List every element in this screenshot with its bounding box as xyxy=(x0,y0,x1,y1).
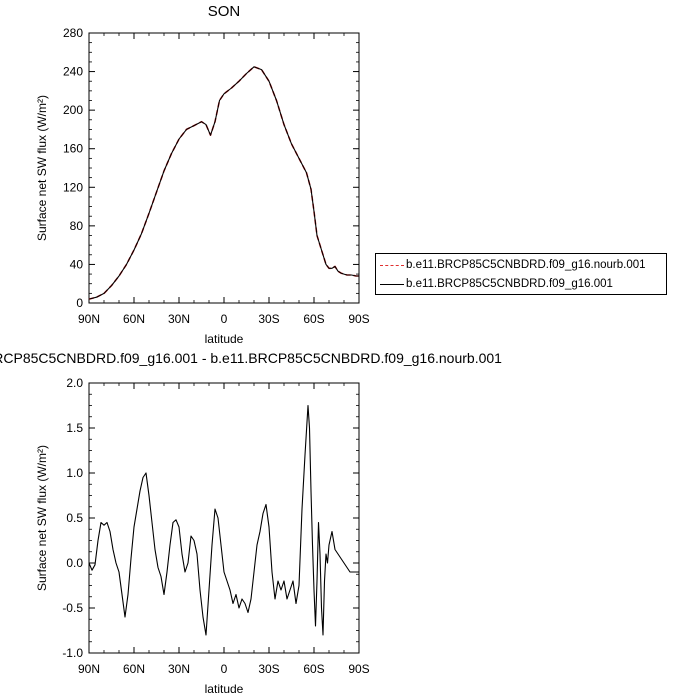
bottom-chart-title: b.e11.BRCP85C5CNBDRD.f09_g16.001 - b.e11… xyxy=(0,350,502,366)
y-tick-label: -1.0 xyxy=(62,646,83,660)
top-chart: SON 0 40 80 120 160 200 240 280 90N 60N 30N 0 30S 60… xyxy=(35,3,370,346)
legend: b.e11.BRCP85C5CNBDRD.f09_g16.nourb.001 b… xyxy=(375,253,667,295)
x-tick-label: 0 xyxy=(221,312,228,326)
top-chart-title: SON xyxy=(208,3,241,20)
x-tick-label: 30S xyxy=(258,662,279,676)
top-plot-frame xyxy=(88,32,360,304)
bottom-x-axis: 90N 60N 30N 0 30S 60S 90S xyxy=(78,383,370,676)
top-x-axis-label: latitude xyxy=(205,332,244,346)
y-tick-label: 120 xyxy=(63,180,83,194)
y-tick-label: 200 xyxy=(63,103,83,117)
y-tick-label: 0 xyxy=(76,296,83,310)
x-tick-label: 90N xyxy=(78,312,100,326)
series-line-control xyxy=(88,66,359,300)
y-tick-label: 40 xyxy=(70,257,84,271)
bottom-chart: b.e11.BRCP85C5CNBDRD.f09_g16.001 - b.e11… xyxy=(0,350,502,696)
y-tick-label: 1.0 xyxy=(66,466,83,480)
y-tick-label: 160 xyxy=(63,142,83,156)
y-tick-label: 240 xyxy=(63,65,83,79)
y-tick-label: 280 xyxy=(63,26,83,40)
bottom-x-axis-label: latitude xyxy=(205,682,244,696)
y-tick-label: 2.0 xyxy=(66,376,83,390)
top-x-axis: 90N 60N 30N 0 30S 60S 90S xyxy=(78,33,370,326)
x-tick-label: 30S xyxy=(258,312,279,326)
x-tick-label: 90N xyxy=(78,662,100,676)
x-tick-label: 60N xyxy=(123,662,145,676)
y-tick-label: -0.5 xyxy=(62,601,83,615)
y-tick-label: 0.5 xyxy=(66,511,83,525)
bottom-series-group xyxy=(88,404,359,636)
legend-item-control: b.e11.BRCP85C5CNBDRD.f09_g16.001 xyxy=(380,276,613,292)
bottom-y-axis-label: Surface net SW flux (W/m²) xyxy=(35,445,49,591)
x-tick-label: 90S xyxy=(348,312,369,326)
legend-swatch-solid-black xyxy=(380,283,404,285)
top-y-axis: 0 40 80 120 160 200 240 280 xyxy=(63,26,359,310)
y-tick-label: 1.5 xyxy=(66,421,83,435)
legend-swatch-dashed-red xyxy=(380,264,404,266)
bottom-y-axis: -1.0 -0.5 0.0 0.5 1.0 1.5 2.0 xyxy=(62,376,359,660)
series-line-nourb xyxy=(88,66,359,300)
series-line-difference xyxy=(88,404,359,636)
top-y-axis-label: Surface net SW flux (W/m²) xyxy=(35,95,49,241)
x-tick-label: 0 xyxy=(221,662,228,676)
legend-label-control: b.e11.BRCP85C5CNBDRD.f09_g16.001 xyxy=(406,278,613,290)
bottom-plot-frame xyxy=(88,382,360,654)
x-tick-label: 90S xyxy=(348,662,369,676)
y-tick-label: 0.0 xyxy=(66,556,83,570)
x-tick-label: 30N xyxy=(168,662,190,676)
x-tick-label: 60N xyxy=(123,312,145,326)
x-tick-label: 30N xyxy=(168,312,190,326)
x-tick-label: 60S xyxy=(303,662,324,676)
x-tick-label: 60S xyxy=(303,312,324,326)
legend-label-nourb: b.e11.BRCP85C5CNBDRD.f09_g16.nourb.001 xyxy=(406,259,646,271)
legend-item-nourb: b.e11.BRCP85C5CNBDRD.f09_g16.nourb.001 xyxy=(380,257,646,273)
top-series-group xyxy=(88,66,359,300)
y-tick-label: 80 xyxy=(70,219,84,233)
